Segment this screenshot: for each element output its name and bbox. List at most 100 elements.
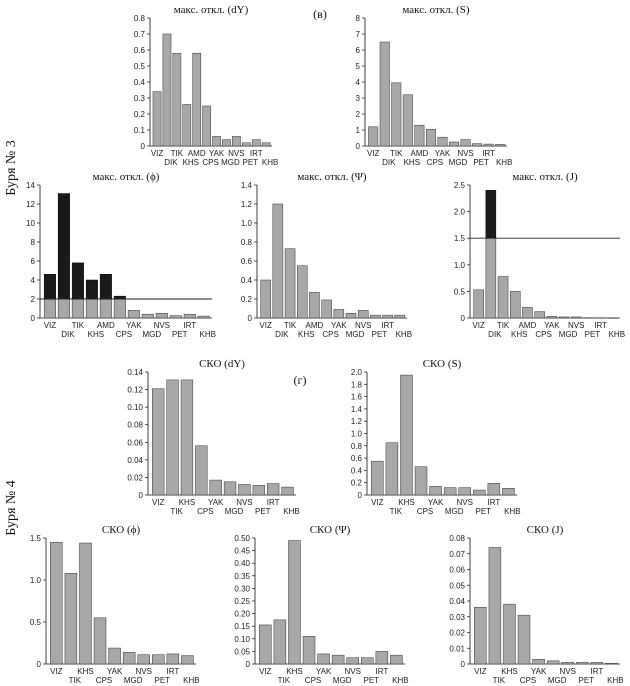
y-tick-label: 4 <box>356 78 361 87</box>
y-tick-label: 14 <box>26 181 35 190</box>
bar <box>309 292 320 319</box>
category-label: MGD <box>548 676 567 685</box>
bar <box>460 139 471 147</box>
bar <box>483 143 494 147</box>
category-label: CPS <box>535 330 551 339</box>
category-label: PET <box>579 676 595 685</box>
chart-panel-10: СКО (J) 0 0.01 0.02 0.03 0.04 0.05 0.06 0.07 0.08… <box>449 524 623 685</box>
category-label: CPS <box>427 158 443 167</box>
bar <box>192 52 202 147</box>
y-tick-label: 6 <box>31 257 36 266</box>
y-tick-label: 1.2 <box>241 200 253 209</box>
bar <box>497 276 509 319</box>
category-label: IRT <box>487 498 500 507</box>
category-label: KHB <box>504 507 520 516</box>
category-label: KHB <box>200 330 216 339</box>
y-tick-label: 0.40 <box>234 559 250 568</box>
category-label: AMD <box>306 321 324 330</box>
bar <box>272 203 284 319</box>
y-tick-label: 0 <box>246 660 251 669</box>
category-label: YAK <box>107 667 123 676</box>
chart-panel-2: макс. откл. (S) 0 1 2 3 4 5 6 7 8 VIZDIKTIKKHSAMDC… <box>356 4 513 167</box>
category-label: VIZ <box>259 667 272 676</box>
bar <box>385 442 399 496</box>
y-tick-label: 0.14 <box>127 368 143 377</box>
category-label: TIK <box>69 676 82 685</box>
y-tick-label: 0.06 <box>449 566 465 575</box>
y-tick-label: 6 <box>356 46 361 55</box>
chart-title: макс. откл. (ϕ) <box>93 171 160 183</box>
category-label: DIK <box>275 330 289 339</box>
bar <box>517 614 531 665</box>
bar <box>382 314 393 319</box>
category-label: DIK <box>382 158 396 167</box>
bar <box>169 315 182 319</box>
y-tick-label: 0.02 <box>449 629 465 638</box>
category-label: PET <box>155 676 171 685</box>
y-tick-label: 1.0 <box>454 261 466 270</box>
y-tick-label: 2.0 <box>454 208 466 217</box>
bar <box>317 653 330 665</box>
category-label: IRT <box>267 498 280 507</box>
category-label: KHS <box>88 330 104 339</box>
bar <box>345 313 357 319</box>
bar <box>605 662 618 665</box>
bar <box>425 128 436 147</box>
bar <box>180 379 194 496</box>
category-label: TIK <box>390 149 403 158</box>
category-label: KHS <box>77 667 93 676</box>
bar <box>273 619 287 665</box>
bar <box>371 460 384 496</box>
bar <box>238 484 251 496</box>
bar <box>260 279 271 319</box>
bar <box>474 607 487 665</box>
bar <box>108 647 121 665</box>
category-label: PET <box>243 158 259 167</box>
y-tick-label: 4 <box>31 276 36 285</box>
y-tick-label: 0.05 <box>449 581 465 590</box>
bar <box>546 660 560 665</box>
bar <box>296 265 308 319</box>
category-label: TIK <box>171 149 184 158</box>
chart-title: СКО (J) <box>527 524 564 536</box>
y-tick-label: 7 <box>356 30 361 39</box>
category-label: MGD <box>449 158 468 167</box>
bar <box>152 91 162 147</box>
chart-title: СКО (Ψ) <box>310 524 351 536</box>
bar <box>152 388 165 496</box>
y-tick-label: 0.5 <box>454 287 466 296</box>
y-tick-label: 0.7 <box>134 30 146 39</box>
chart-panel-1: макс. откл. (dY) 0 0.1 0.2 0.3 0.4 0.5 0.6 0.7 0.… <box>134 4 278 167</box>
bar <box>288 540 301 665</box>
category-label: PET <box>255 507 271 516</box>
y-tick-label: 0.5 <box>30 618 42 627</box>
category-label: MGD <box>445 507 464 516</box>
y-tick-label: 1.2 <box>351 417 363 426</box>
category-label: TIK <box>284 321 297 330</box>
category-label: PET <box>364 676 380 685</box>
bar <box>50 541 63 665</box>
y-tick-label: 0.04 <box>449 597 465 606</box>
y-tick-label: 0.03 <box>449 613 465 622</box>
bar <box>561 662 574 665</box>
bar-excess <box>43 274 56 300</box>
category-label: PET <box>476 507 492 516</box>
y-tick-label: 0 <box>461 660 466 669</box>
bar <box>361 657 374 665</box>
category-label: MGD <box>346 330 365 339</box>
bar <box>583 317 594 319</box>
bar-excess <box>71 262 84 300</box>
y-tick-label: 0.1 <box>134 126 146 135</box>
y-tick-label: 0.6 <box>351 454 363 463</box>
category-label: VIZ <box>151 149 164 158</box>
bar <box>222 139 231 147</box>
bar <box>449 141 459 147</box>
category-label: NVS <box>355 321 371 330</box>
y-tick-label: 0.05 <box>234 647 250 656</box>
category-label: TIK <box>278 676 291 685</box>
bar <box>113 298 126 319</box>
y-tick-label: 0.10 <box>234 635 250 644</box>
category-label: YAK <box>428 498 444 507</box>
bar <box>333 309 345 319</box>
